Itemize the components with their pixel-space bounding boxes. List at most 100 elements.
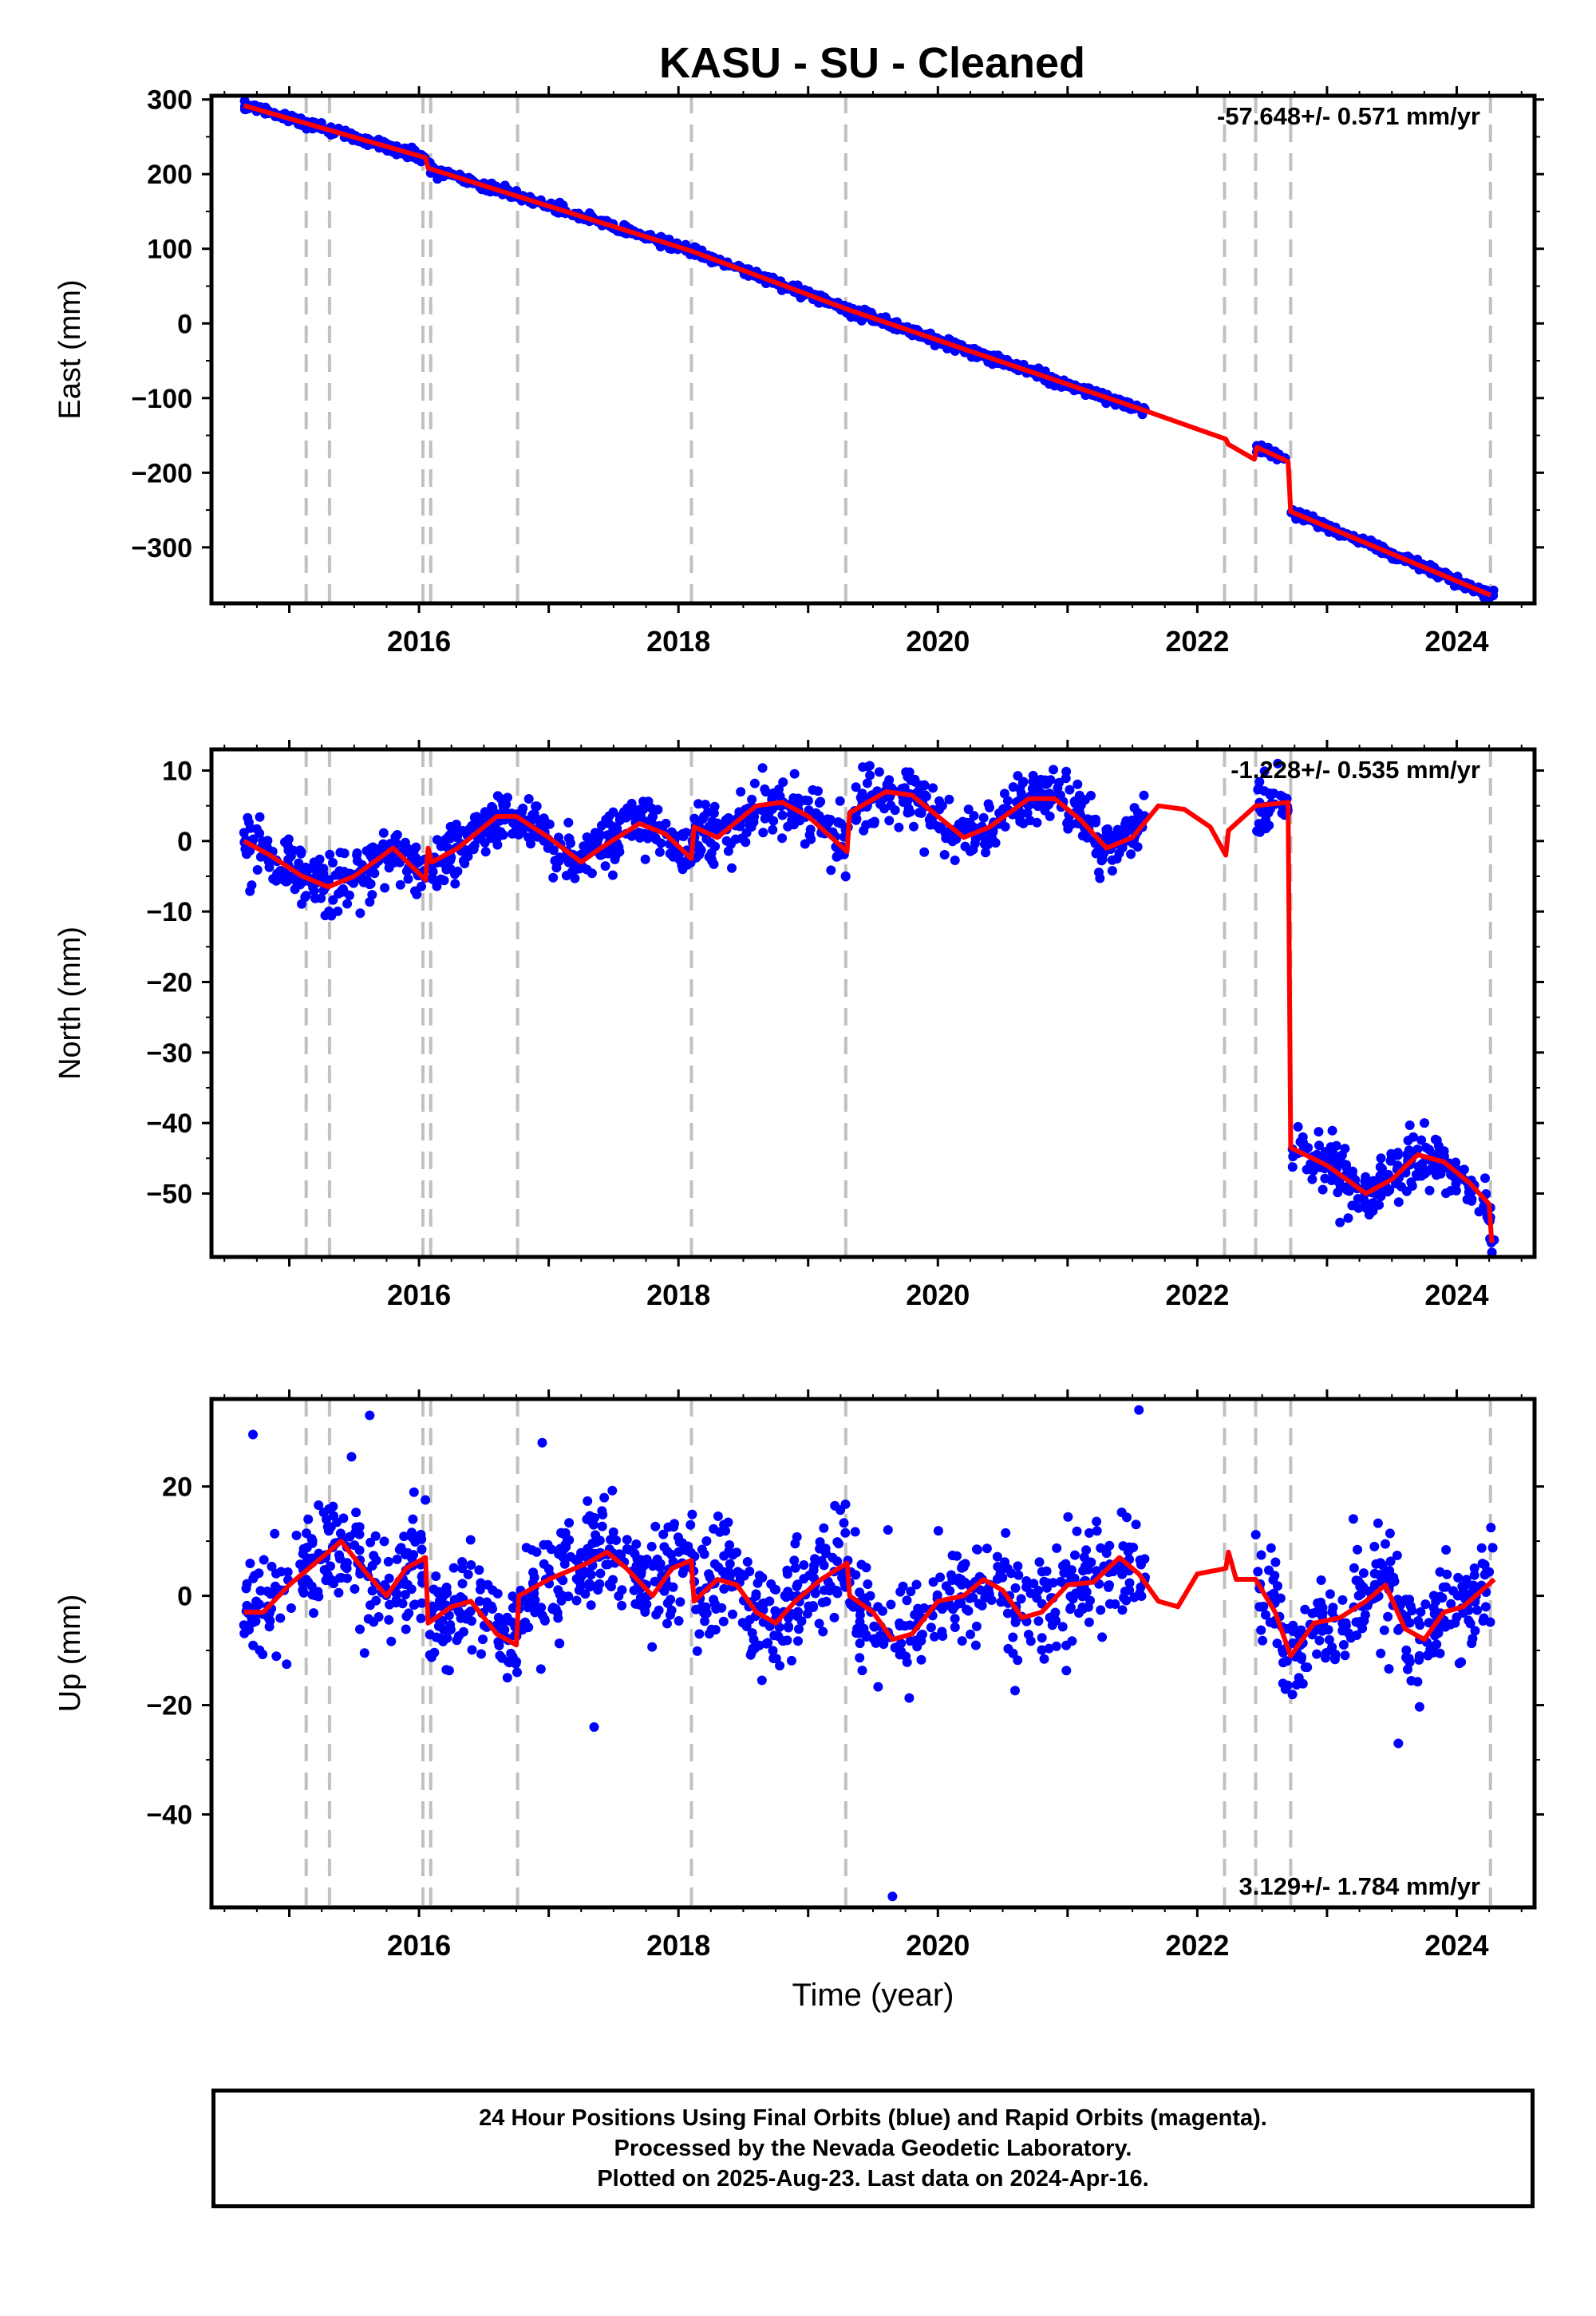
north-data-point [723,846,733,856]
north-data-point [1302,1164,1312,1175]
up-data-point [608,1575,618,1585]
north-data-point [813,786,823,796]
up-data-point [1123,1547,1133,1557]
up-data-point [478,1634,488,1645]
east-ytick-label: 100 [147,235,192,265]
up-data-point [622,1535,632,1545]
up-data-point [790,1539,800,1549]
up-data-point [1477,1559,1487,1569]
up-data-point [355,1624,365,1634]
east-ytick-label: 0 [177,309,192,339]
up-data-point [313,1587,323,1597]
up-data-point [630,1548,640,1559]
up-data-point [794,1624,804,1634]
up-data-point [351,1508,361,1518]
up-data-point [583,1496,593,1506]
up-data-point [911,1579,922,1590]
north-data-point [788,793,799,803]
north-data-point [444,830,455,840]
up-data-point [1029,1579,1039,1589]
north-data-point [451,820,461,829]
up-data-point [392,1589,402,1599]
up-data-point [674,1547,684,1557]
up-data-point [1329,1654,1340,1665]
up-data-point [1066,1565,1077,1575]
east-xtick-label: 2024 [1424,625,1488,658]
up-data-point [384,1614,394,1625]
up-data-point [1472,1605,1483,1615]
east-model-line [243,103,1491,598]
up-data-point [1401,1645,1412,1655]
up-data-point [855,1653,865,1663]
north-data-point [1344,1186,1354,1196]
up-data-point [840,1528,851,1538]
up-data-point [926,1622,936,1633]
up-data-point [465,1535,476,1545]
north-data-point [1353,1194,1363,1203]
north-data-point [390,832,401,842]
north-data-point [487,801,497,812]
footer-line-2: Processed by the Nevada Geodetic Laborat… [614,2136,1132,2161]
north-data-point [1361,1178,1371,1188]
east-ytick-label: −100 [131,384,192,414]
up-data-point [1041,1566,1052,1576]
up-data-point [782,1569,792,1579]
north-data-point [563,833,574,844]
up-data-point [527,1599,536,1610]
up-data-point [859,1623,869,1634]
north-data-point [909,821,918,832]
north-data-point [1404,1145,1414,1156]
up-data-point [354,1545,365,1555]
north-data-point [1412,1171,1423,1181]
up-data-point [512,1667,522,1678]
up-data-point [1441,1545,1452,1555]
up-data-point [452,1635,462,1646]
up-data-point [599,1492,610,1503]
north-data-point [805,824,816,835]
up-data-point [781,1592,792,1603]
north-data-point [934,796,944,806]
up-data-point [1442,1569,1452,1579]
up-data-point [832,1537,843,1547]
up-data-point [972,1544,982,1555]
up-data-point [431,1571,441,1581]
north-data-point [790,811,800,821]
up-data-point [1253,1567,1263,1577]
north-data-point [741,828,752,838]
up-data-point [1452,1612,1462,1622]
north-data-point [339,848,350,859]
north-data-point [966,821,977,832]
up-data-point [1433,1628,1444,1638]
up-data-point [508,1591,518,1602]
up-data-point [1464,1615,1474,1626]
up-data-point [1068,1594,1078,1604]
up-data-point [1092,1526,1102,1536]
up-data-point [750,1643,760,1654]
up-data-point [836,1505,846,1516]
up-data-point [775,1661,785,1671]
north-data-point [1254,783,1264,793]
north-data-point [699,812,709,822]
up-data-point [264,1622,275,1632]
north-data-point [450,879,460,889]
up-data-point [1314,1635,1325,1646]
up-data-point [607,1485,618,1496]
north-data-point [777,833,788,844]
north-data-point [499,804,508,814]
up-data-point [1414,1701,1424,1712]
north-data-point [1080,795,1090,805]
up-data-point [1469,1563,1479,1573]
up-data-point [461,1614,472,1624]
north-data-point [826,865,836,875]
up-data-point [993,1562,1003,1571]
up-ytick-label: −40 [146,1800,192,1831]
up-data-point [673,1532,683,1543]
north-panel: 10 0 −10 −20 −30 −40 −50 2016 2018 2020 2022 2024 No… [53,740,1544,1311]
up-data-point [745,1614,755,1625]
north-data-point [255,828,265,839]
north-data-point [978,812,989,823]
north-data-point [432,881,442,891]
up-data-point [271,1568,281,1579]
north-data-point [290,884,300,895]
north-data-point [1377,1164,1387,1174]
